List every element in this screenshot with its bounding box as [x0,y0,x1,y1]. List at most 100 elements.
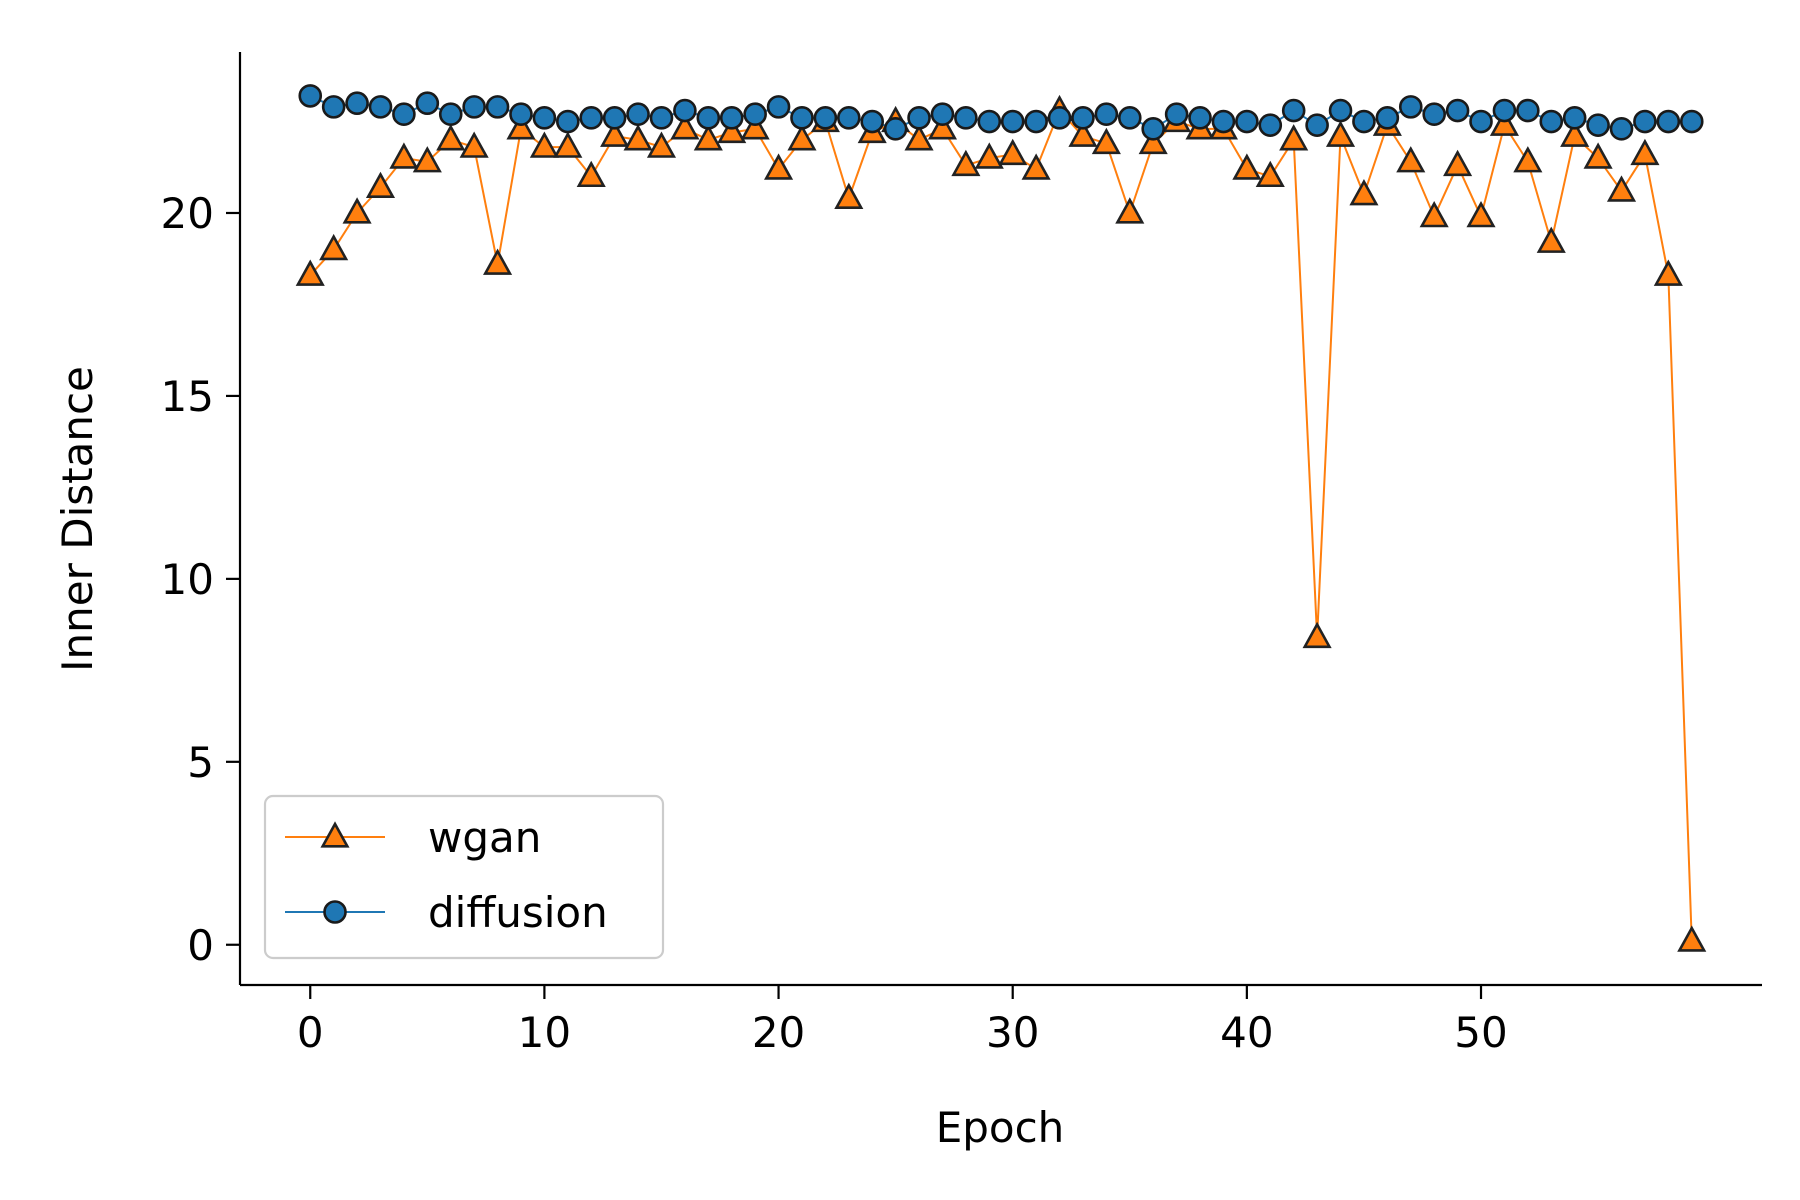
data-point-diffusion [1141,117,1165,141]
x-tick-label: 30 [986,1008,1039,1057]
data-point-diffusion [1024,109,1048,134]
data-point-diffusion [462,95,486,119]
data-point-diffusion [766,95,791,119]
data-point-wgan [553,131,583,158]
data-point-wgan [1583,142,1613,169]
data-point-diffusion [1539,109,1564,134]
data-point-diffusion [321,95,346,119]
data-point-wgan [529,131,559,158]
data-point-diffusion [1094,102,1119,126]
data-point-diffusion [1562,106,1587,130]
legend-entry-diffusion: diffusion [285,888,608,937]
data-point-diffusion [1445,98,1470,123]
x-tick-label: 10 [518,1008,571,1057]
data-point-wgan [389,142,419,169]
data-point-diffusion [1281,98,1306,123]
data-point-diffusion [1469,109,1493,134]
data-point-wgan [600,120,630,147]
data-point-wgan [1232,153,1262,180]
data-point-diffusion [1164,102,1189,126]
data-point-wgan [974,142,1004,169]
data-point-wgan [365,171,396,199]
data-point-wgan [1677,925,1707,952]
data-point-wgan [1443,149,1473,177]
data-point-diffusion [1071,106,1095,130]
data-point-diffusion [1656,109,1681,134]
data-point-wgan [1630,138,1660,166]
data-point-wgan [927,113,958,140]
y-tick-label: 10 [161,555,214,604]
data-point-wgan [740,113,770,140]
data-point-diffusion [532,106,557,130]
legend-label-wgan: wgan [428,813,541,862]
data-point-diffusion [485,95,510,119]
data-point-wgan [787,124,817,151]
data-point-wgan [717,116,747,144]
data-point-diffusion [1586,113,1610,137]
x-tick-label: 40 [1220,1008,1273,1057]
data-point-wgan [764,153,794,180]
data-point-wgan [1489,109,1519,136]
data-point-wgan [1325,120,1356,147]
data-point-diffusion [1679,109,1704,134]
data-point-diffusion [1328,98,1353,123]
data-point-wgan [1606,175,1637,202]
data-point-diffusion [673,98,697,123]
data-point-wgan [646,131,677,158]
data-point-wgan [1536,226,1566,253]
data-point-diffusion [954,106,978,130]
data-point-wgan [436,124,466,151]
data-point-diffusion [392,102,416,126]
y-tick-label: 5 [187,738,214,787]
data-point-diffusion [1000,109,1025,134]
data-point-wgan [951,149,981,177]
x-tick-label: 0 [297,1008,324,1057]
data-point-wgan [1021,153,1051,180]
data-point-wgan [1349,179,1379,206]
data-point-diffusion [345,91,369,116]
data-point-diffusion [1398,95,1423,119]
series-markers-wgan [295,94,1707,952]
data-point-wgan [319,233,349,261]
data-point-diffusion [907,106,931,130]
series-layer [295,84,1707,952]
data-point-diffusion [579,106,604,130]
x-tick-label: 50 [1454,1008,1507,1057]
data-point-wgan [1396,146,1426,173]
data-point-diffusion [1633,109,1657,134]
data-point-diffusion [602,106,627,130]
x-axis-ticks: 0 10 20 30 40 50 [297,985,1508,1057]
data-point-wgan [1466,200,1496,228]
data-point-wgan [342,197,372,224]
data-point-diffusion [368,95,393,119]
data-point-wgan [459,131,489,158]
y-axis-ticks: 0 5 10 15 20 [161,189,240,970]
legend-marker-wgan [320,821,350,848]
data-point-wgan [904,124,934,151]
data-point-wgan [1068,120,1098,147]
data-point-wgan [412,146,442,173]
data-point-wgan [1419,200,1449,228]
data-point-diffusion [1609,117,1634,141]
data-point-wgan [1513,146,1543,173]
data-point-diffusion [1188,106,1212,130]
data-point-diffusion [883,117,908,141]
data-point-wgan [1279,124,1309,151]
data-point-diffusion [1305,113,1329,137]
y-tick-label: 15 [161,372,214,421]
data-point-diffusion [1492,98,1517,123]
data-point-wgan [834,182,864,210]
data-point-diffusion [1235,109,1259,134]
data-point-wgan [1138,127,1168,155]
data-point-wgan [623,124,653,151]
series-wgan [295,94,1707,952]
data-point-wgan [1115,197,1145,224]
series-diffusion [298,84,1704,141]
data-point-diffusion [719,106,744,130]
data-point-diffusion [743,102,767,126]
data-point-wgan [1653,259,1683,286]
data-point-diffusion [813,106,838,130]
data-point-diffusion [1117,106,1142,130]
data-point-diffusion [1211,109,1236,134]
